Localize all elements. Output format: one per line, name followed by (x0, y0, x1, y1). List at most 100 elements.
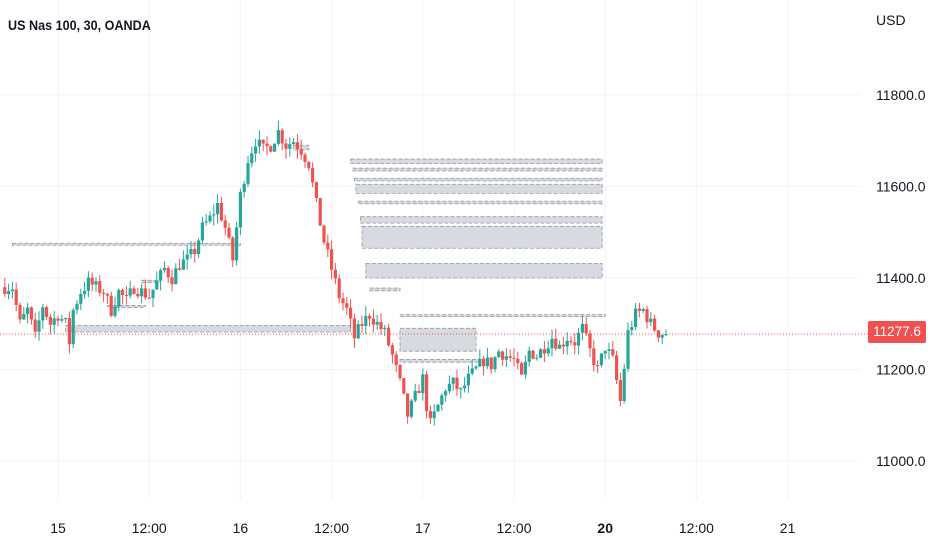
price-axis-label: 11000.0 (876, 453, 926, 469)
candle-body (174, 268, 178, 285)
zone-box (360, 216, 603, 224)
candle-body (128, 288, 132, 296)
candle-body (7, 291, 11, 295)
candle-body (223, 220, 227, 228)
candle-body (238, 192, 242, 228)
candle-body (535, 357, 539, 359)
candle-body (140, 288, 144, 297)
candle-body (113, 306, 117, 316)
candle-body (37, 320, 41, 332)
time-axis-label: 17 (415, 520, 431, 536)
candle-body (318, 198, 322, 226)
time-axis-label: 12:00 (679, 520, 714, 536)
candle-body (482, 358, 486, 367)
candle-body (273, 143, 277, 152)
candle-body (364, 315, 368, 326)
candle-body (504, 356, 508, 360)
candle-body (121, 289, 125, 296)
candle-body (569, 340, 573, 343)
candle-body (356, 324, 360, 339)
zone-box (11, 242, 241, 246)
candle-body (539, 349, 543, 358)
candle-body (352, 318, 356, 339)
candle-body (641, 309, 645, 311)
time-axis-label: 16 (233, 520, 249, 536)
candle-body (26, 307, 30, 315)
candle-body (444, 391, 448, 396)
candle-body (124, 295, 128, 297)
candle-body (83, 290, 87, 295)
candle-body (242, 183, 246, 193)
candle-body (265, 143, 269, 147)
candle-body (413, 390, 417, 401)
candle-body (436, 404, 440, 412)
candle-body (584, 323, 588, 334)
candle-body (379, 321, 383, 330)
candle-body (117, 289, 121, 307)
zone-box (399, 314, 606, 318)
candle-body (653, 318, 657, 331)
candle-body (212, 214, 216, 216)
time-axis-label: 15 (50, 520, 66, 536)
price-axis-label: 11200.0 (876, 362, 926, 378)
last-price-badge: 11277.6 (868, 321, 926, 343)
candle-body (18, 304, 22, 320)
candle-body (558, 344, 562, 349)
candle-body (618, 380, 622, 402)
candle-body (398, 365, 402, 379)
candle-body (573, 342, 577, 346)
candle-body (531, 350, 535, 359)
candle-body (280, 130, 284, 144)
candle-body (565, 340, 569, 347)
zone-box (399, 359, 481, 363)
candle-body (181, 259, 185, 270)
candle-body (288, 144, 292, 149)
candle-body (550, 338, 554, 349)
candle-body (109, 295, 113, 316)
candle-body (470, 368, 474, 374)
candle-body (284, 143, 288, 149)
candle-body (607, 349, 611, 351)
candle-body (337, 278, 341, 299)
candle-body (71, 309, 75, 345)
candle-body (371, 318, 375, 325)
candle-body (417, 390, 421, 394)
time-axis-label: 20 (597, 520, 613, 536)
candle-body (178, 268, 182, 270)
candle-body (341, 298, 345, 304)
candle-body (60, 319, 64, 321)
time-axis-label: 12:00 (496, 520, 531, 536)
zone-box (107, 305, 146, 308)
candle-body (649, 318, 653, 323)
candle-body (3, 287, 7, 295)
candle-body (79, 294, 83, 304)
time-axis[interactable]: 15 12:00 16 12:00 17 12:00 20 12:00 21 (50, 520, 795, 536)
candle-body (463, 385, 467, 389)
candle-body (41, 307, 45, 321)
candle-body (615, 355, 619, 381)
candle-body (375, 321, 379, 325)
chart-grid (0, 0, 860, 500)
candle-body (527, 350, 531, 362)
zone-box (369, 287, 401, 292)
price-axis-label: 11400.0 (876, 270, 926, 286)
candle-body (98, 281, 102, 293)
candle-body (314, 182, 318, 199)
candle-body (402, 378, 406, 394)
zone-box (355, 183, 603, 194)
candle-body (493, 357, 497, 370)
candle-body (501, 351, 505, 360)
price-axis[interactable]: 11800.0 11600.0 11400.0 11200.0 11000.0 (876, 87, 926, 469)
candle-body (455, 377, 459, 390)
candle-body (269, 146, 273, 152)
candle-body (546, 348, 550, 354)
candlestick-series (3, 120, 668, 426)
candle-body (254, 146, 258, 154)
candle-body (577, 332, 581, 346)
zone-box (65, 325, 351, 333)
candle-body (656, 330, 660, 338)
price-axis-label: 11800.0 (876, 87, 926, 103)
candle-body (29, 307, 33, 320)
candle-body (474, 366, 478, 369)
